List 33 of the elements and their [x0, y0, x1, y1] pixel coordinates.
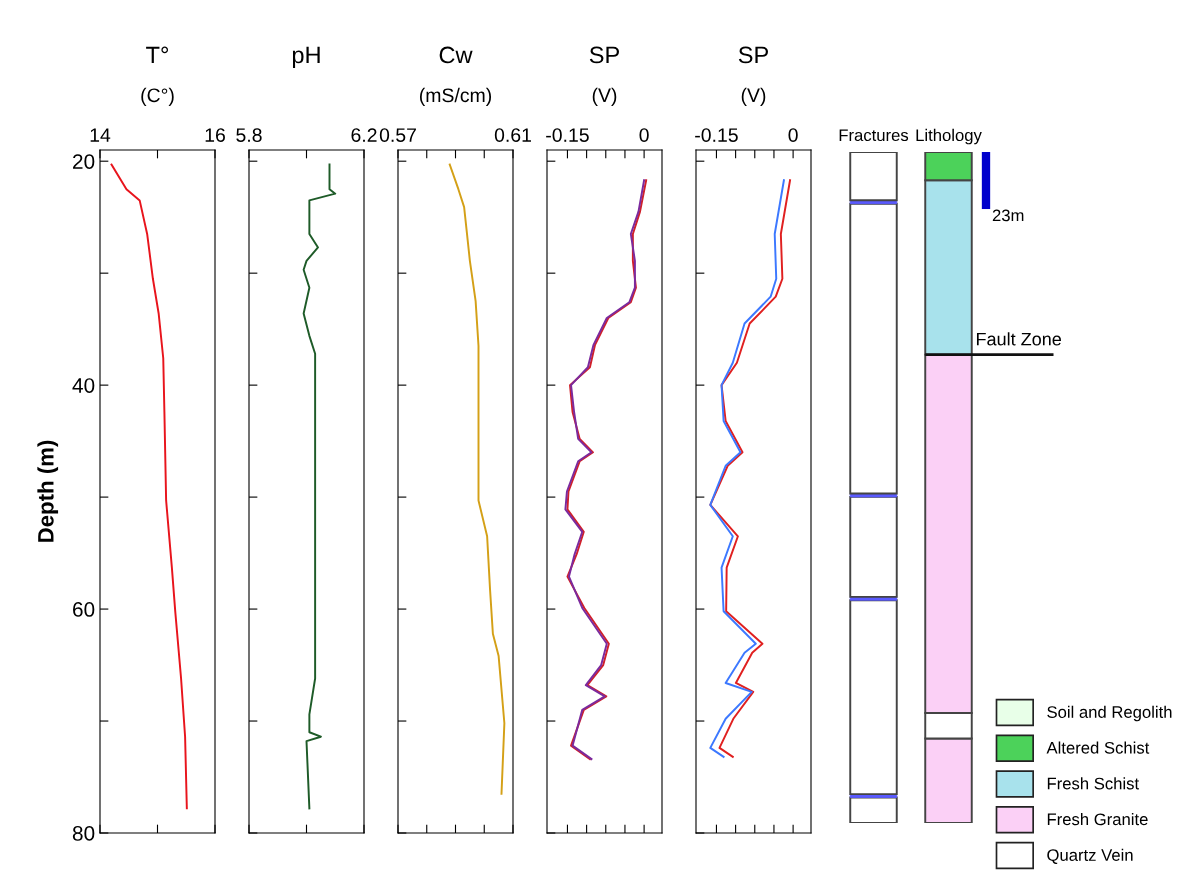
chart-subtitle: (C°): [141, 87, 174, 106]
x-tick-label: 14: [90, 128, 111, 142]
x-tick-label: 16: [205, 128, 225, 142]
chart-title: SP: [589, 46, 619, 64]
legend-label: Fresh Schist: [1047, 777, 1139, 790]
chart-title: Cw: [439, 46, 473, 64]
x-tick-label: 0: [788, 128, 798, 142]
x-tick-label: Lithology: [916, 128, 982, 145]
text: 23m: [992, 209, 1024, 222]
chart-subtitle: (V): [741, 87, 766, 106]
x-tick-label: 0.57: [379, 128, 416, 142]
x-tick-label: 6.2: [351, 128, 377, 142]
x-tick-label: -0.15: [546, 128, 589, 142]
y-axis-title: Depth (m): [37, 440, 59, 542]
x-tick-label: 0: [639, 128, 649, 142]
y-tick-label: 60: [73, 602, 95, 617]
x-tick-label: 0.61: [494, 128, 531, 142]
x-tick-label: Fractures: [839, 129, 909, 142]
chart-subtitle: (mS/cm): [419, 87, 492, 106]
legend-label: Soil and Regolith: [1047, 705, 1172, 722]
legend-label: Fresh Granite: [1047, 812, 1148, 826]
chart-title: T°: [146, 46, 169, 64]
y-tick-label: 40: [72, 378, 95, 393]
x-tick-label: 5.8: [236, 128, 262, 142]
chart-subtitle: (V): [592, 87, 617, 106]
y-tick-label: 80: [72, 826, 95, 841]
legend-label: Altered Schist: [1046, 741, 1150, 754]
y-tick-label: 20: [73, 154, 95, 169]
chart-title: SP: [738, 46, 768, 64]
ref-line-label: Fault Zone: [976, 332, 1062, 346]
chart-title: pH: [292, 46, 320, 68]
x-tick-label: -0.15: [695, 128, 738, 142]
text: Quartz Vein: [1047, 848, 1133, 864]
